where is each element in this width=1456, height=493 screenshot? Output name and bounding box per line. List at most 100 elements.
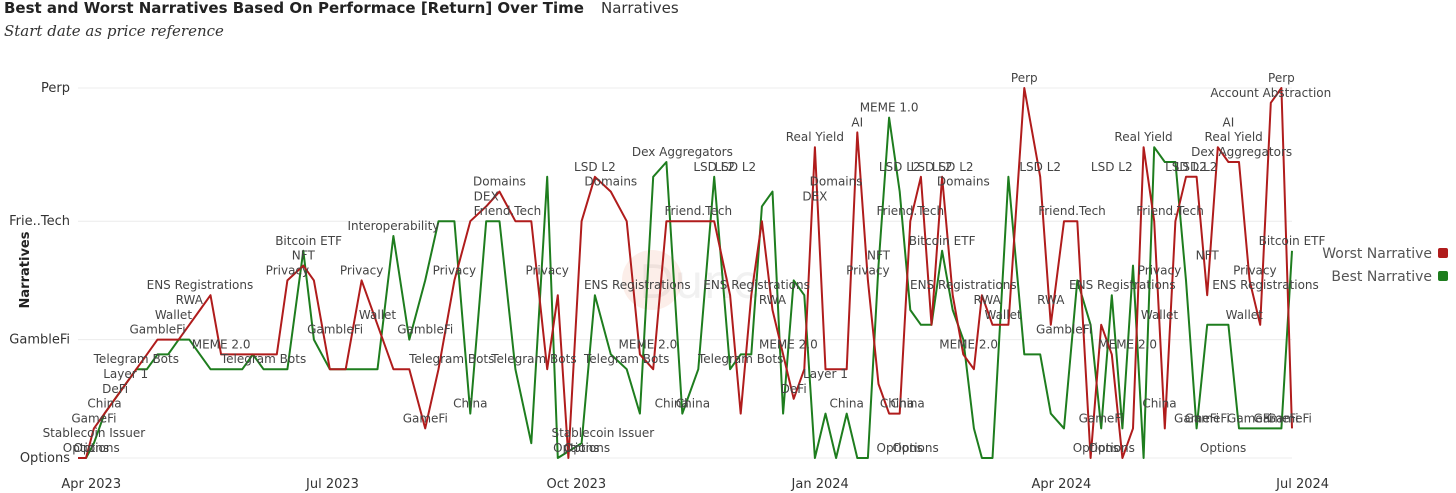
data-label: Bitcoin ETF	[909, 234, 976, 248]
data-label: Account Abstraction	[1210, 86, 1331, 100]
data-label: Stablecoin Issuer	[43, 426, 146, 440]
x-axis: Apr 2023 Jul 2023 Oct 2023 Jan 2024 Apr 2024…	[61, 477, 1329, 492]
data-label: Perp	[1011, 71, 1038, 85]
data-label: ENS Registrations	[1069, 278, 1176, 292]
data-label: RWA	[759, 293, 787, 307]
data-label: AI	[851, 115, 863, 129]
data-label: Bitcoin ETF	[1259, 234, 1326, 248]
legend-swatch	[1438, 271, 1448, 281]
series-line-best	[78, 116, 1293, 459]
data-label: Telegram Bots	[220, 352, 306, 366]
data-label: ENS Registrations	[1212, 278, 1319, 292]
data-label: Options	[892, 441, 938, 455]
data-label: ENS Registrations	[703, 278, 810, 292]
data-label: GameFi	[1185, 411, 1230, 425]
x-tick-label: Apr 2024	[1032, 477, 1092, 492]
data-label: LSD L2	[1091, 160, 1133, 174]
data-label: Real Yield	[1205, 130, 1263, 144]
data-label: Real Yield	[786, 130, 844, 144]
data-label: China	[655, 397, 689, 411]
legend-label: Worst Narrative	[1322, 246, 1432, 262]
data-label: Interoperability	[347, 219, 439, 233]
data-label: Real Yield	[1114, 130, 1172, 144]
data-label: Options	[877, 441, 923, 455]
data-label: RWA	[176, 293, 204, 307]
data-label: GameFi	[403, 411, 448, 425]
data-label: China	[87, 397, 121, 411]
title-row: Best and Worst Narratives Based On Perfo…	[4, 0, 679, 17]
data-label: GambleFi	[397, 323, 453, 337]
data-label: Telegram Bots	[93, 352, 179, 366]
data-label: China	[830, 397, 864, 411]
data-label: LSD L2	[693, 160, 735, 174]
data-label: Options	[553, 441, 599, 455]
data-label: China	[891, 397, 925, 411]
data-label: NFT	[292, 249, 316, 263]
y-tick-label: Perp	[41, 81, 70, 96]
data-label: Wallet	[359, 308, 397, 322]
series-line-worst	[78, 87, 1293, 459]
data-label: MEME 2.0	[939, 337, 998, 351]
data-label: GambleFi	[129, 323, 185, 337]
legend-swatch	[1438, 248, 1448, 258]
data-label: GameFi	[1267, 411, 1312, 425]
data-label: Wallet	[1141, 308, 1179, 322]
data-label: LSD L2	[911, 160, 953, 174]
data-label: AI	[1223, 115, 1235, 129]
data-label: Friend.Tech	[1136, 204, 1204, 218]
y-tick-label: Options	[20, 451, 70, 466]
data-label: GameFi	[1174, 411, 1219, 425]
x-tick-label: Jul 2023	[305, 477, 359, 492]
data-label: Options	[564, 441, 610, 455]
y-tick-label: GambleFi	[9, 333, 70, 348]
data-label: Perp	[1268, 71, 1295, 85]
data-label: Wallet	[155, 308, 193, 322]
data-label: Dex Aggregators	[1191, 145, 1292, 159]
data-label: Friend.Tech	[474, 204, 542, 218]
data-label: LSD L2	[1019, 160, 1061, 174]
y-tick-label: Frie..Tech	[9, 214, 70, 229]
data-label: Friend.Tech	[877, 204, 945, 218]
narratives-tab[interactable]: Narratives	[601, 0, 679, 17]
watermark-logo	[622, 250, 682, 310]
data-label: Options	[1073, 441, 1119, 455]
data-label: Telegram Bots	[408, 352, 494, 366]
data-label: Privacy	[1233, 263, 1276, 277]
data-label: Bitcoin ETF	[275, 234, 342, 248]
data-label: GameFi	[1227, 411, 1272, 425]
data-label: Stablecoin Issuer	[551, 426, 654, 440]
data-label: China	[453, 397, 487, 411]
data-label: NFT	[1196, 249, 1220, 263]
data-label: MEME 2.0	[1098, 337, 1157, 351]
data-label: Privacy	[846, 263, 889, 277]
data-label: China	[676, 397, 710, 411]
x-tick-label: Apr 2023	[61, 477, 121, 492]
data-label: GambleFi	[1036, 323, 1092, 337]
data-label: Wallet	[984, 308, 1022, 322]
data-label: Privacy	[1138, 263, 1181, 277]
data-label: Friend.Tech	[1038, 204, 1106, 218]
data-label: Layer 1	[103, 367, 148, 381]
data-label: Options	[63, 441, 109, 455]
x-tick-label: Jan 2024	[791, 477, 849, 492]
data-label: MEME 1.0	[860, 101, 919, 115]
data-label: ENS Registrations	[584, 278, 691, 292]
data-label: NFT	[867, 249, 891, 263]
data-label: Telegram Bots	[697, 352, 783, 366]
data-label: RWA	[1037, 293, 1065, 307]
data-label: Privacy	[266, 263, 309, 277]
data-label: DeFi	[781, 382, 807, 396]
data-label: MEME 2.0	[619, 337, 678, 351]
data-label: MEME 2.0	[192, 337, 251, 351]
data-label: ENS Registrations	[910, 278, 1017, 292]
series-lines	[78, 87, 1293, 459]
data-label: Wallet	[1226, 308, 1264, 322]
x-tick-label: Oct 2023	[546, 477, 606, 492]
data-label: Privacy	[433, 263, 476, 277]
data-label: LSD L2	[1176, 160, 1218, 174]
data-label: Options	[73, 441, 119, 455]
legend[interactable]: Worst Narrative Best Narrative	[1322, 246, 1448, 285]
data-label: Options	[1089, 441, 1135, 455]
